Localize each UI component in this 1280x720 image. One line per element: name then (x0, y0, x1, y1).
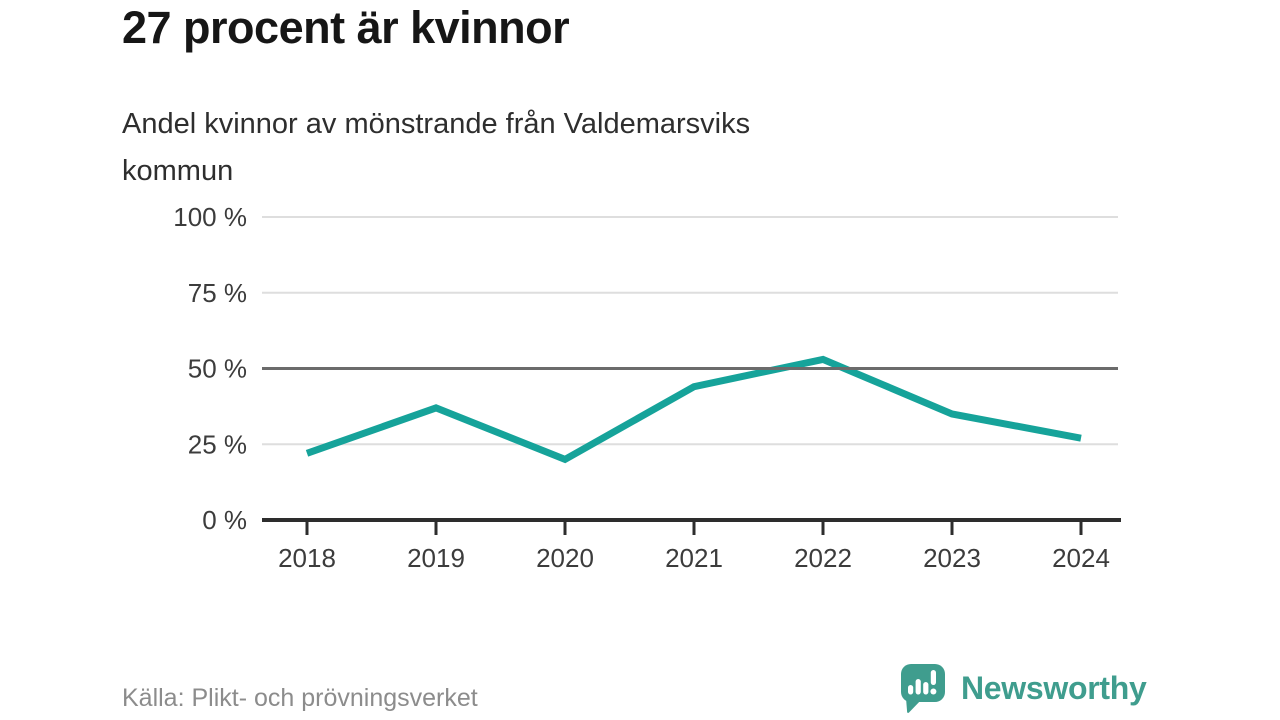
y-axis-label: 75 % (188, 278, 247, 308)
chart-subtitle-line1: Andel kvinnor av mönstrande från Valdema… (122, 108, 751, 140)
logo-exclamation-dot (930, 688, 937, 695)
x-axis-label: 2021 (665, 543, 723, 573)
y-axis-label: 25 % (188, 429, 247, 459)
logo-bar-2 (915, 679, 921, 695)
x-axis-label: 2022 (794, 543, 852, 573)
source-caption: Källa: Plikt- och prövningsverket (122, 684, 478, 712)
newsworthy-chart-bubble-icon (901, 664, 945, 713)
logo-bar-1 (908, 685, 914, 695)
y-axis-label: 0 % (202, 505, 247, 535)
logo-bubble-tail (906, 698, 923, 713)
logo-bar-3 (923, 682, 929, 695)
logo-exclamation-bar (930, 670, 936, 685)
y-axis-label: 50 % (188, 354, 247, 384)
x-axis-label: 2019 (407, 543, 465, 573)
chart-subtitle: Andel kvinnor av mönstrande från Valdema… (122, 101, 750, 195)
chart-title: 27 procent är kvinnor (122, 2, 570, 53)
x-axis-label: 2020 (536, 543, 594, 573)
chart-subtitle-line2: kommun (122, 155, 234, 187)
logo-bubble (901, 664, 945, 702)
x-axis-label: 2024 (1052, 543, 1110, 573)
line-chart: 0 % 25 % 50 % 75 % 100 % 2018 2019 2020 2021 2022… (173, 202, 1121, 573)
x-axis-label: 2023 (923, 543, 981, 573)
y-axis-label: 100 % (173, 202, 247, 232)
x-axis-label: 2018 (278, 543, 336, 573)
newsworthy-brand-name: Newsworthy (961, 669, 1147, 706)
newsworthy-brand: Newsworthy (897, 662, 1147, 714)
data-line-series (305, 355, 1082, 464)
